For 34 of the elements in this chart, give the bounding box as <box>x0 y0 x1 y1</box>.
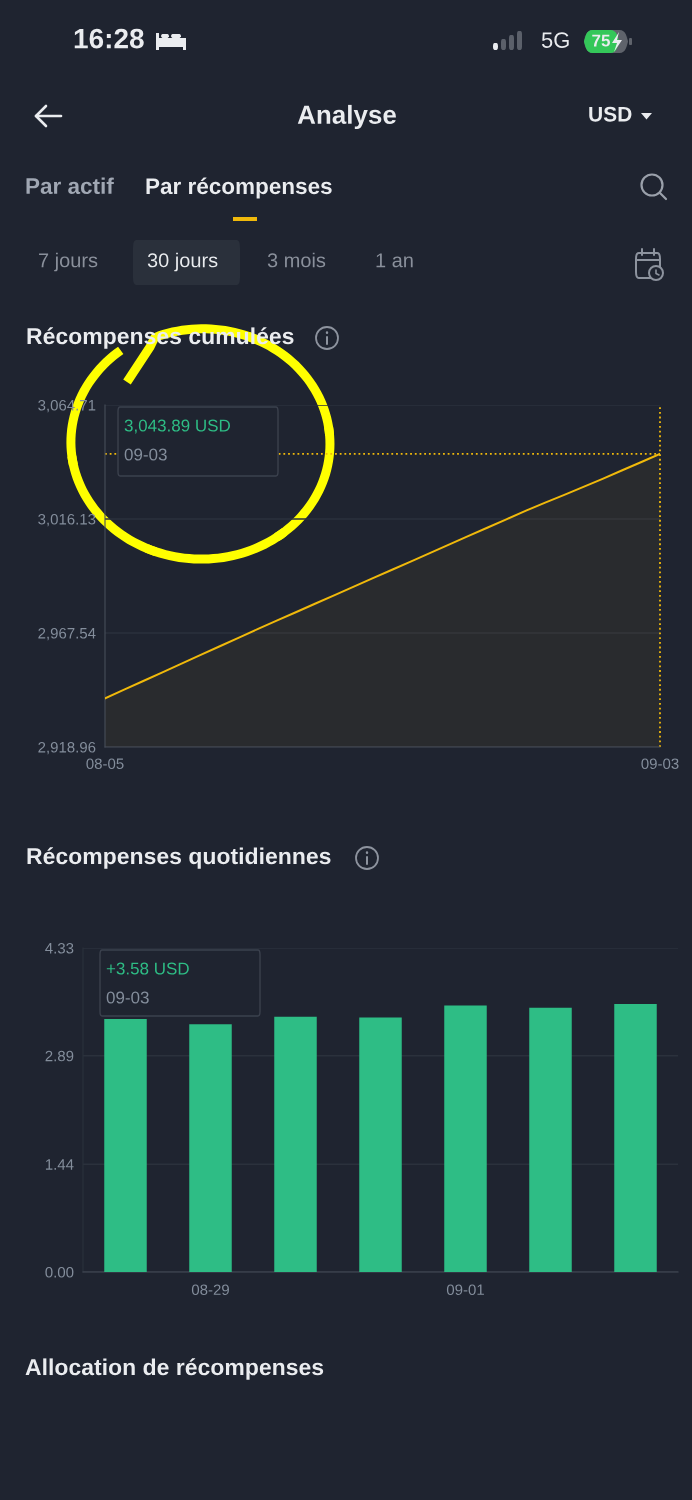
bar <box>614 1004 657 1272</box>
text: 75 <box>592 34 610 47</box>
bar <box>444 1005 487 1272</box>
text: 5G <box>541 32 569 48</box>
annotation: 09-03 <box>124 448 167 461</box>
text: 1 an <box>376 253 413 268</box>
bar <box>274 1016 317 1272</box>
bar <box>529 1007 572 1272</box>
x-tick-label: 09-01 <box>446 1284 484 1296</box>
text: Par actif <box>26 177 114 195</box>
x-tick-label: 08-29 <box>191 1284 229 1296</box>
text: 30 jours <box>147 252 218 272</box>
bar <box>189 1024 232 1272</box>
y-tick-label: 3,016.13 <box>38 513 96 527</box>
annotation: 09-03 <box>106 991 149 1004</box>
annotation: +3.58 USD <box>106 962 189 975</box>
text: Par récompenses <box>146 177 332 199</box>
text: 3 mois <box>267 252 326 268</box>
bar <box>104 1019 147 1272</box>
x-tick-label: 08-05 <box>86 758 124 770</box>
y-tick-label: 2,967.54 <box>38 627 96 641</box>
bar <box>359 1017 402 1272</box>
y-tick-label: 4.33 <box>45 942 74 954</box>
text: Analyse <box>297 104 396 130</box>
text: USD <box>589 106 632 122</box>
text: 7 jours <box>39 252 98 272</box>
chart-title: Récompenses quotidiennes <box>27 847 331 869</box>
text: 16:28 <box>74 28 144 49</box>
text: Allocation de récompenses <box>25 1358 324 1380</box>
y-tick-label: 0.00 <box>45 1266 74 1278</box>
annotation: 3,043.89 USD <box>124 419 230 434</box>
y-tick-label: 2,918.96 <box>38 741 96 755</box>
y-tick-label: 1.44 <box>45 1159 74 1170</box>
y-tick-label: 2.89 <box>45 1050 74 1062</box>
